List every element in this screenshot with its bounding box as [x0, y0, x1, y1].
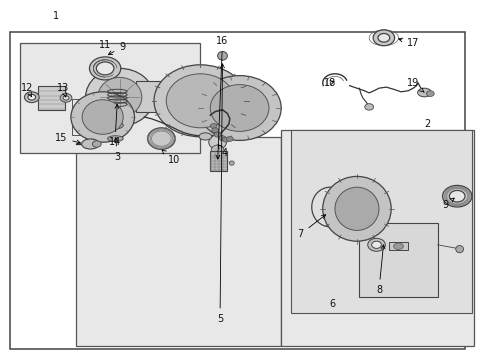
Text: 18: 18: [323, 78, 336, 88]
Ellipse shape: [222, 137, 229, 142]
Ellipse shape: [442, 185, 471, 207]
Text: 5: 5: [217, 64, 224, 324]
Ellipse shape: [107, 122, 123, 129]
Ellipse shape: [98, 77, 142, 117]
Bar: [108, 126, 122, 139]
Ellipse shape: [24, 92, 39, 103]
Bar: [136, 81, 170, 112]
Bar: [10, 32, 464, 349]
Ellipse shape: [60, 94, 72, 102]
Bar: [388, 242, 407, 250]
Ellipse shape: [92, 141, 101, 147]
Ellipse shape: [208, 135, 226, 149]
Ellipse shape: [28, 94, 36, 100]
Bar: [210, 151, 227, 171]
Ellipse shape: [393, 243, 403, 249]
Ellipse shape: [211, 128, 218, 133]
Ellipse shape: [166, 74, 234, 128]
Bar: [20, 43, 200, 153]
Ellipse shape: [89, 57, 121, 80]
Ellipse shape: [219, 136, 225, 141]
Text: 9: 9: [108, 42, 125, 55]
Text: 11: 11: [99, 40, 111, 50]
Ellipse shape: [426, 91, 433, 96]
Ellipse shape: [199, 133, 211, 140]
Ellipse shape: [210, 123, 217, 129]
Text: 14: 14: [108, 104, 121, 147]
Ellipse shape: [107, 136, 123, 141]
Ellipse shape: [364, 104, 373, 110]
Ellipse shape: [367, 238, 385, 251]
Ellipse shape: [210, 85, 268, 131]
Ellipse shape: [229, 161, 234, 165]
Ellipse shape: [85, 68, 154, 126]
Bar: [76, 137, 281, 346]
Ellipse shape: [198, 76, 281, 140]
Text: 9: 9: [441, 198, 453, 210]
Text: 2: 2: [424, 119, 430, 129]
Text: 12: 12: [20, 83, 33, 96]
Ellipse shape: [377, 33, 389, 42]
Ellipse shape: [154, 65, 246, 137]
Ellipse shape: [211, 145, 224, 155]
Ellipse shape: [417, 88, 430, 97]
Text: 7: 7: [297, 215, 325, 239]
Text: 17: 17: [398, 38, 419, 48]
Ellipse shape: [82, 100, 123, 134]
Ellipse shape: [322, 176, 390, 241]
Ellipse shape: [226, 136, 233, 141]
Ellipse shape: [214, 132, 221, 137]
Ellipse shape: [63, 96, 69, 100]
Ellipse shape: [71, 92, 134, 142]
Ellipse shape: [334, 187, 378, 230]
Ellipse shape: [217, 51, 227, 60]
Text: 1: 1: [53, 11, 59, 21]
Text: 15: 15: [55, 133, 81, 144]
Ellipse shape: [372, 30, 394, 46]
Bar: [38, 86, 65, 110]
Text: 13: 13: [57, 83, 70, 97]
Ellipse shape: [371, 241, 381, 248]
Bar: [281, 130, 473, 346]
Text: 19: 19: [406, 78, 424, 92]
Text: 8: 8: [375, 245, 384, 295]
Bar: [290, 130, 471, 313]
Ellipse shape: [448, 190, 464, 202]
Ellipse shape: [81, 139, 99, 149]
Text: 6: 6: [329, 299, 335, 309]
Text: 3: 3: [114, 138, 120, 162]
Text: 10: 10: [162, 150, 180, 165]
Text: 16: 16: [216, 36, 228, 159]
Ellipse shape: [455, 246, 463, 253]
Bar: [72, 99, 109, 135]
Text: 4: 4: [218, 145, 227, 158]
Bar: [359, 223, 437, 297]
Ellipse shape: [96, 62, 114, 75]
Ellipse shape: [147, 128, 175, 149]
